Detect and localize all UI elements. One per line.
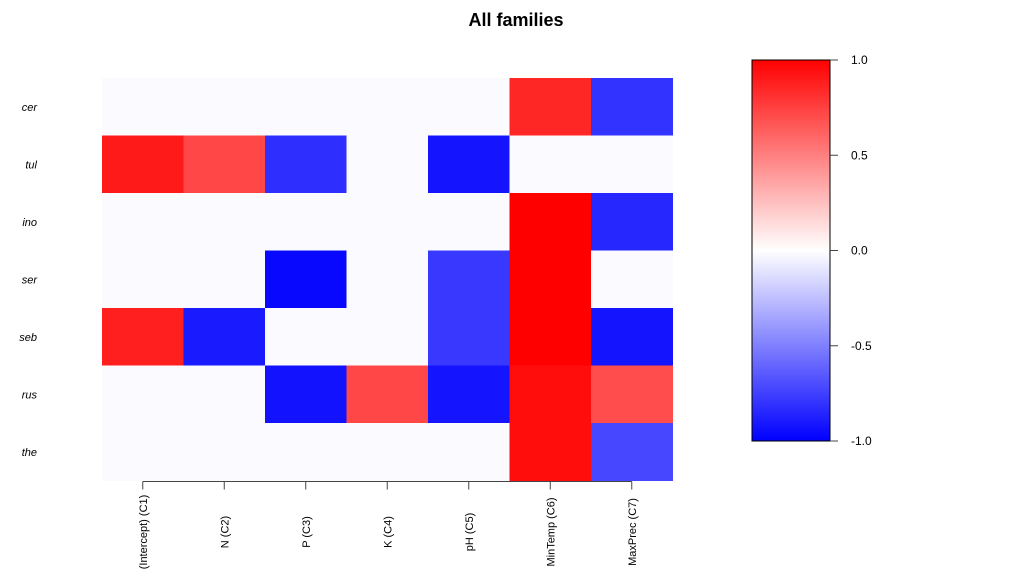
heatmap-cell-ino-c6 — [509, 193, 592, 251]
heatmap-cell-seb-c2 — [183, 308, 266, 366]
colorbar-gradient — [751, 59, 831, 442]
heatmap-cell-tul-c4 — [346, 135, 429, 194]
heatmap-cell-ser-c6 — [509, 250, 592, 309]
heatmap-cell-seb-c5 — [428, 308, 510, 366]
heatmap-cell-cer-c7 — [591, 78, 673, 136]
heatmap-cell-rus-c5 — [428, 365, 510, 424]
heatmap-cell-the-c6 — [509, 423, 592, 481]
row-labels: cer tul ino ser seb rus the — [19, 102, 38, 459]
heatmap-cell-the-c4 — [346, 423, 429, 481]
heatmap-cell-cer-c2 — [183, 78, 266, 136]
heatmap-cell-cer-c6 — [509, 78, 592, 136]
heatmap-cell-cer-c3 — [265, 78, 347, 136]
heatmap-cell-seb-c1 — [102, 308, 184, 366]
column-label: K (C4) — [382, 516, 394, 548]
heatmap-cell-the-c7 — [591, 423, 673, 481]
row-label: the — [22, 447, 37, 459]
heatmap-cell-ino-c7 — [591, 193, 673, 251]
column-label: MaxPrec (C7) — [627, 498, 639, 566]
heatmap-cell-ino-c5 — [428, 193, 510, 251]
heatmap-cell-rus-c6 — [509, 365, 592, 424]
chart-title: All families — [468, 10, 563, 30]
heatmap-cell-ser-c5 — [428, 250, 510, 309]
column-label: (Intercept) (C1) — [138, 495, 150, 570]
heatmap-cell-the-c2 — [183, 423, 266, 481]
row-label: seb — [19, 332, 37, 344]
heatmap-cell-ino-c4 — [346, 193, 429, 251]
heatmap-cell-tul-c2 — [183, 135, 266, 194]
heatmap-cell-tul-c1 — [102, 135, 184, 194]
heatmap-cell-rus-c4 — [346, 365, 429, 424]
heatmap-cell-rus-c3 — [265, 365, 347, 424]
row-label: ser — [22, 274, 39, 286]
heatmap-cell-ino-c2 — [183, 193, 266, 251]
heatmap-cell-seb-c6 — [509, 308, 592, 366]
colorbar-tick-label: -0.5 — [851, 339, 872, 353]
heatmap-cell-ser-c1 — [102, 250, 184, 309]
heatmap-cell-tul-c7 — [591, 135, 673, 194]
colorbar-tick-label: 0.5 — [851, 148, 868, 162]
heatmap-cell-ser-c7 — [591, 250, 673, 309]
heatmap-cell-seb-c4 — [346, 308, 429, 366]
heatmap-cell-cer-c1 — [102, 78, 184, 136]
column-label: P (C3) — [301, 516, 313, 548]
heatmap-cell-cer-c5 — [428, 78, 510, 136]
colorbar-tick-label: 1.0 — [851, 53, 868, 67]
heatmap-cell-ser-c4 — [346, 250, 429, 309]
colorbar: 1.0 0.5 0.0 -0.5 -1.0 — [751, 53, 872, 448]
column-label: pH (C5) — [464, 513, 476, 552]
heatmap-cell-cer-c4 — [346, 78, 429, 136]
row-label: rus — [22, 389, 38, 401]
heatmap-cell-tul-c3 — [265, 135, 347, 194]
row-label: ino — [22, 217, 37, 229]
heatmap-cell-tul-c6 — [509, 135, 592, 194]
heatmap-cell-ino-c3 — [265, 193, 347, 251]
heatmap-cell-ser-c2 — [183, 250, 266, 309]
x-axis: (Intercept) (C1) N (C2) P (C3) K (C4) pH (C5… — [138, 481, 639, 570]
heatmap-cell-the-c5 — [428, 423, 510, 481]
heatmap-cell-rus-c7 — [591, 365, 673, 424]
heatmap-cell-seb-c7 — [591, 308, 673, 366]
heatmap-cell-the-c1 — [102, 423, 184, 481]
heatmap-cell-ino-c1 — [102, 193, 184, 251]
colorbar-ticks: 1.0 0.5 0.0 -0.5 -1.0 — [830, 53, 872, 448]
heatmap-cell-the-c3 — [265, 423, 347, 481]
column-label: N (C2) — [219, 516, 231, 548]
colorbar-tick-label: -1.0 — [851, 434, 872, 448]
row-label: cer — [22, 102, 39, 114]
heatmap-cell-seb-c3 — [265, 308, 347, 366]
heatmap-cell-ser-c3 — [265, 250, 347, 309]
heatmap-cell-tul-c5 — [428, 135, 510, 194]
heatmap-cell-rus-c2 — [183, 365, 266, 424]
heatmap-cells — [102, 78, 673, 481]
row-label: tul — [25, 159, 37, 171]
heatmap-cell-rus-c1 — [102, 365, 184, 424]
colorbar-tick-label: 0.0 — [851, 244, 868, 258]
column-label: MinTemp (C6) — [545, 497, 557, 566]
